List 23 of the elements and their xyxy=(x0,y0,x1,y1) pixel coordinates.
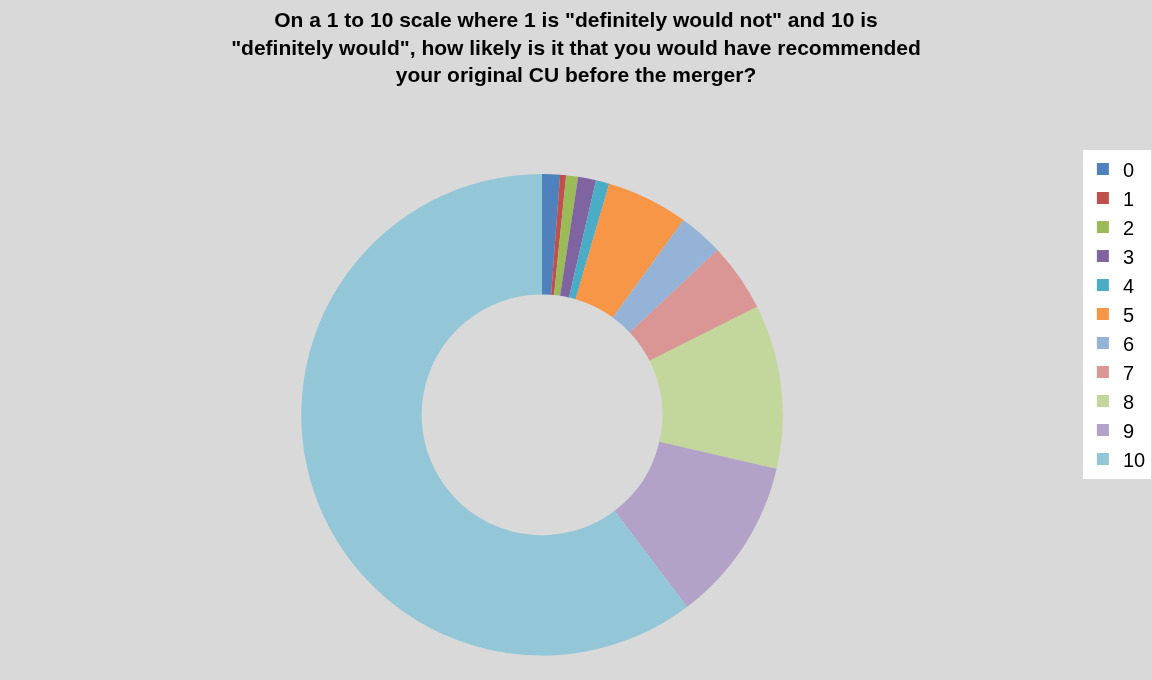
legend-label: 4 xyxy=(1122,274,1135,297)
legend-label: 8 xyxy=(1122,390,1135,413)
donut-slice xyxy=(560,176,596,298)
legend-label: 5 xyxy=(1122,303,1135,326)
donut-slice xyxy=(554,175,579,296)
donut-slice xyxy=(614,441,777,607)
legend-label: 6 xyxy=(1122,332,1135,355)
donut-slice xyxy=(569,180,610,300)
donut-slice xyxy=(542,174,561,295)
donut-slice xyxy=(575,183,684,318)
chart-title: On a 1 to 10 scale where 1 is "definitely would not" and 10 is "definitely would", how likely is it that you would have recommended your original CU before the merger? xyxy=(231,8,921,86)
legend-label: 2 xyxy=(1122,216,1135,239)
donut-slice xyxy=(612,220,718,333)
donut-slice xyxy=(551,174,567,296)
legend-label: 0 xyxy=(1122,158,1135,181)
legend-label: 7 xyxy=(1122,361,1135,384)
donut-slice xyxy=(301,174,688,656)
legend-label: 9 xyxy=(1122,419,1135,442)
legend-label: 3 xyxy=(1122,245,1135,268)
legend-label: 1 xyxy=(1122,187,1135,210)
legend-label: 10 xyxy=(1122,448,1146,471)
donut-slice xyxy=(629,250,758,361)
donut-slice xyxy=(649,306,783,469)
